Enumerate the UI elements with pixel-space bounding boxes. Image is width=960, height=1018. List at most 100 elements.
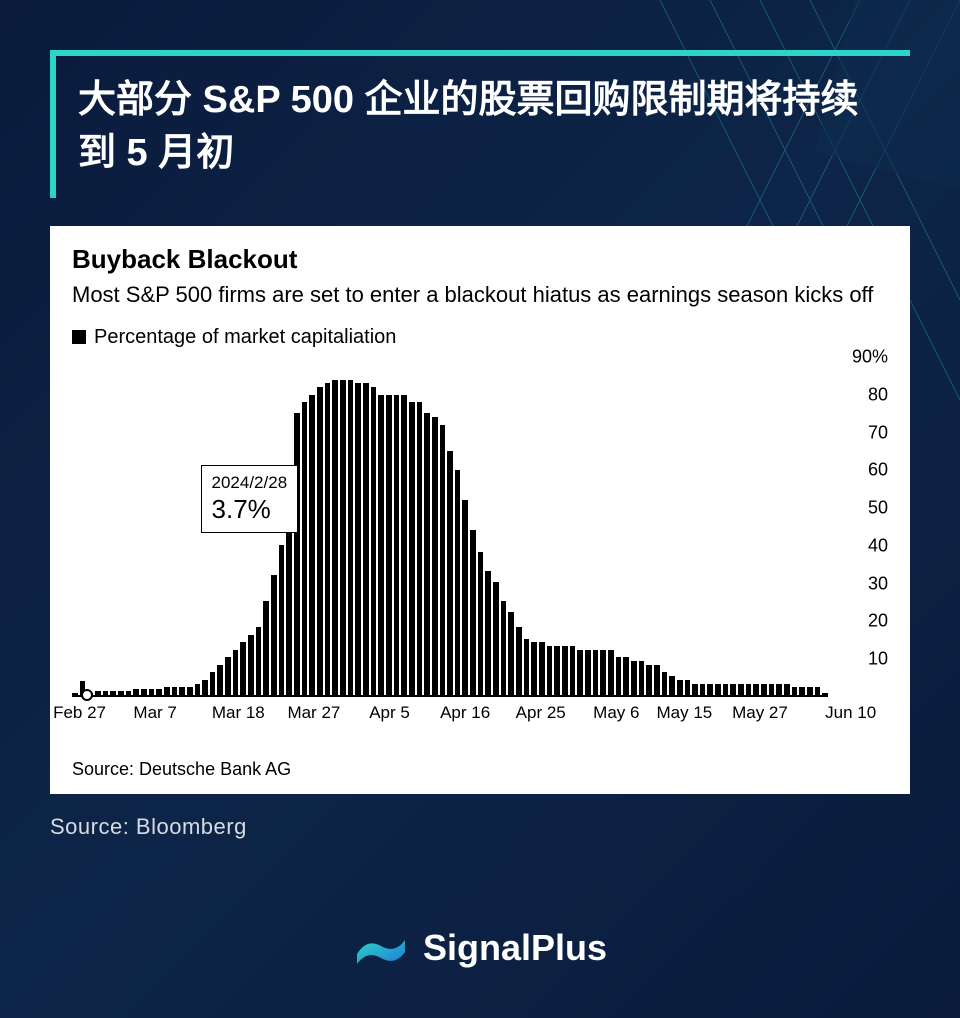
- bar: [577, 650, 583, 695]
- data-marker-icon: [81, 689, 93, 701]
- bar: [126, 691, 132, 695]
- bar: [340, 380, 346, 695]
- y-tick-label: 10: [830, 649, 888, 670]
- bar: [792, 687, 798, 695]
- bar: [118, 691, 124, 695]
- bar: [371, 387, 377, 695]
- bar: [723, 684, 729, 695]
- bar: [761, 684, 767, 695]
- y-tick-label: 50: [830, 498, 888, 519]
- y-tick-label: 80: [830, 384, 888, 405]
- brand-footer: SignalPlus: [353, 926, 607, 970]
- bar: [355, 383, 361, 695]
- bar: [202, 680, 208, 695]
- tooltip-value: 3.7%: [212, 493, 288, 526]
- bar: [677, 680, 683, 695]
- bar: [646, 665, 652, 695]
- bar: [470, 530, 476, 695]
- bar: [516, 627, 522, 695]
- bar: [600, 650, 606, 695]
- bar: [240, 642, 246, 695]
- y-tick-label: 40: [830, 535, 888, 556]
- bar: [156, 689, 162, 695]
- legend-label: Percentage of market capitaliation: [94, 326, 396, 349]
- y-tick-label: 60: [830, 460, 888, 481]
- brand-name: SignalPlus: [423, 927, 607, 969]
- bar: [332, 380, 338, 695]
- bar: [799, 687, 805, 695]
- page-title: 大部分 S&P 500 企业的股票回购限制期将持续到 5 月初: [78, 74, 888, 180]
- legend-swatch-icon: [72, 330, 86, 344]
- bar: [164, 687, 170, 695]
- bar: [508, 612, 514, 695]
- x-tick-label: May 27: [732, 703, 788, 723]
- bar: [110, 691, 116, 695]
- plot-wrap: 2024/2/28 3.7% 90%8070605040302010: [72, 357, 888, 697]
- bar: [746, 684, 752, 695]
- bar: [654, 665, 660, 695]
- bar: [440, 425, 446, 695]
- bar: [631, 661, 637, 695]
- x-tick-label: May 6: [593, 703, 639, 723]
- bar: [149, 689, 155, 695]
- chart-inner-source: Source: Deutsche Bank AG: [72, 759, 888, 780]
- bar: [639, 661, 645, 695]
- bar: [401, 395, 407, 695]
- bar: [271, 575, 277, 695]
- bar: [309, 395, 315, 695]
- bar: [225, 657, 231, 695]
- bar: [363, 383, 369, 695]
- bar: [133, 689, 139, 695]
- bar: [302, 402, 308, 695]
- bar: [562, 646, 568, 695]
- bar: [317, 387, 323, 695]
- bar: [432, 417, 438, 695]
- bar: [478, 552, 484, 695]
- bar: [608, 650, 614, 695]
- bar: [493, 582, 499, 695]
- data-tooltip: 2024/2/28 3.7%: [201, 465, 299, 533]
- bar: [294, 413, 300, 695]
- y-tick-label: 30: [830, 573, 888, 594]
- x-tick-label: May 15: [656, 703, 712, 723]
- bar: [539, 642, 545, 695]
- bar: [815, 687, 821, 695]
- bar: [585, 650, 591, 695]
- bar: [210, 672, 216, 695]
- y-tick-label: 20: [830, 611, 888, 632]
- brand-logo-icon: [353, 926, 409, 970]
- bar: [187, 687, 193, 695]
- plot-area: 2024/2/28 3.7%: [72, 357, 828, 697]
- bar: [524, 639, 530, 695]
- x-tick-label: Apr 5: [369, 703, 410, 723]
- bar: [784, 684, 790, 695]
- page-title-block: 大部分 S&P 500 企业的股票回购限制期将持续到 5 月初: [50, 50, 910, 198]
- bar: [378, 395, 384, 695]
- bar: [417, 402, 423, 695]
- bars-container: [72, 357, 828, 695]
- bar: [485, 571, 491, 695]
- bar: [409, 402, 415, 695]
- bar: [447, 451, 453, 695]
- bar: [248, 635, 254, 695]
- bar: [769, 684, 775, 695]
- x-tick-label: Mar 7: [133, 703, 176, 723]
- bar: [279, 545, 285, 695]
- bar: [233, 650, 239, 695]
- y-axis: 90%8070605040302010: [828, 357, 888, 697]
- bar: [593, 650, 599, 695]
- chart-title: Buyback Blackout: [72, 244, 888, 275]
- bar: [394, 395, 400, 695]
- bar: [501, 601, 507, 695]
- outer-source: Source: Bloomberg: [50, 814, 910, 840]
- bar: [179, 687, 185, 695]
- bar: [141, 689, 147, 695]
- bar: [662, 672, 668, 695]
- bar: [95, 691, 101, 695]
- bar: [730, 684, 736, 695]
- bar: [256, 627, 262, 695]
- bar: [462, 500, 468, 695]
- tooltip-date: 2024/2/28: [212, 472, 288, 493]
- bar: [616, 657, 622, 695]
- bar: [753, 684, 759, 695]
